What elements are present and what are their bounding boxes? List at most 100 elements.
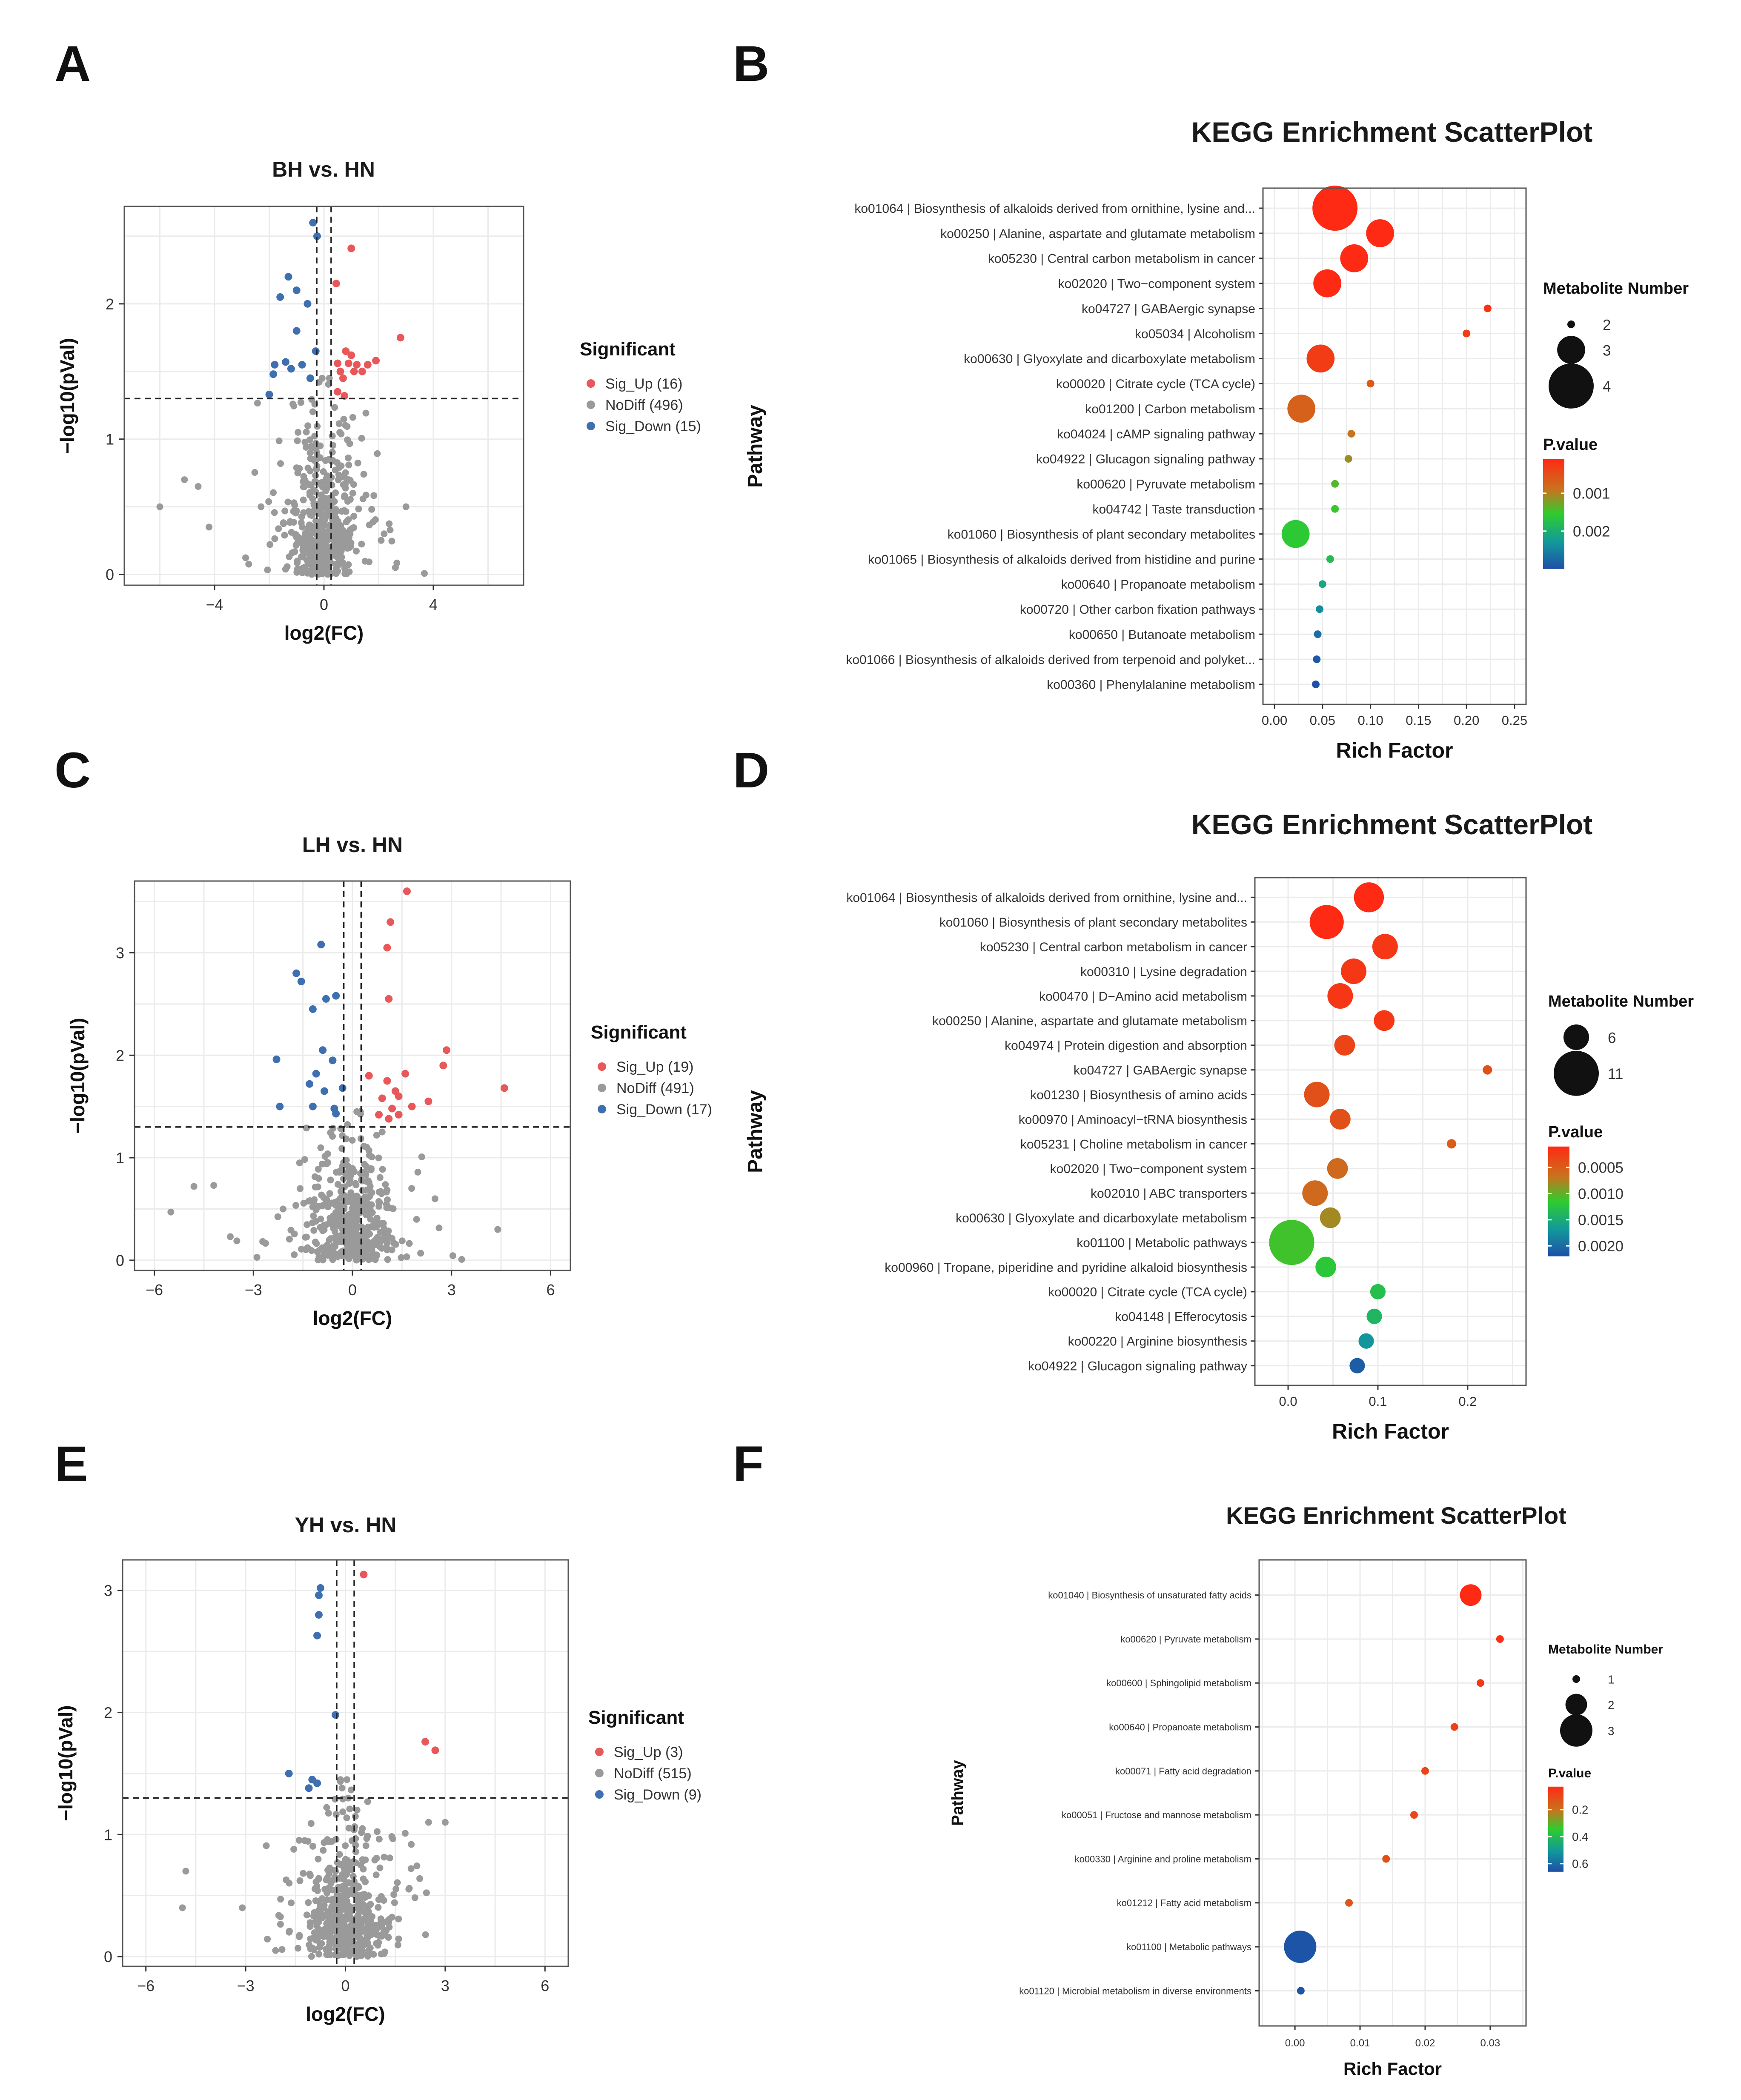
x-tick-label: 0.00: [1262, 713, 1287, 728]
chart-title: KEGG Enrichment ScatterPlot: [1191, 116, 1593, 148]
nodiff-point: [318, 1245, 325, 1252]
panel-label-D: D: [733, 742, 769, 798]
sig-down-point: [276, 1102, 284, 1110]
pathway-label: ko05231 | Choline metabolism in cancer: [1020, 1137, 1247, 1151]
nodiff-point: [389, 1205, 397, 1212]
nodiff-point: [298, 539, 306, 546]
nodiff-point: [352, 1182, 360, 1189]
nodiff-point: [315, 1256, 322, 1264]
nodiff-point: [167, 1208, 175, 1216]
nodiff-point: [338, 508, 346, 515]
nodiff-point: [417, 1250, 424, 1257]
sig-up-points: [332, 244, 404, 400]
nodiff-point: [381, 530, 388, 538]
nodiff-point: [342, 1903, 349, 1911]
x-axis-label: Rich Factor: [1332, 1419, 1449, 1443]
pathway-label: ko00640 | Propanoate metabolism: [1109, 1722, 1251, 1732]
nodiff-point: [367, 1216, 374, 1223]
nodiff-point: [328, 1913, 335, 1920]
nodiff-point: [326, 526, 333, 533]
pathway-point: [1450, 1723, 1458, 1731]
x-tick-label: 0: [348, 1281, 357, 1299]
nodiff-point: [353, 1256, 360, 1264]
nodiff-point: [226, 1233, 234, 1240]
nodiff-point: [325, 1870, 332, 1877]
nodiff-point: [366, 1179, 373, 1186]
nodiff-point: [326, 1951, 334, 1958]
nodiff-point: [367, 1205, 374, 1213]
nodiff-point: [369, 1913, 376, 1920]
color-legend-title: P.value: [1543, 436, 1598, 454]
nodiff-point: [332, 1796, 339, 1803]
nodiff-point: [195, 483, 202, 490]
nodiff-point: [355, 1883, 362, 1890]
sig-down-point: [309, 1102, 317, 1110]
pathway-point: [1302, 1180, 1328, 1206]
sig-down-point: [309, 219, 317, 227]
nodiff-point: [379, 1166, 386, 1173]
nodiff-point: [355, 505, 362, 512]
x-axis-label: Rich Factor: [1336, 738, 1453, 762]
x-tick-label: 0.2: [1458, 1394, 1477, 1409]
nodiff-point: [386, 1923, 393, 1931]
nodiff-point: [283, 563, 291, 570]
sig-down-point: [265, 390, 273, 398]
volcano-plot-E: −6 −3 0 3 6 0 1 2 3 YH vs. HN log2(FC) −log10(pVal)…: [54, 1513, 702, 2025]
pathway-label: ko00650 | Butanoate metabolism: [1069, 628, 1255, 642]
nodiff-point: [384, 1196, 391, 1203]
enrichment-plot-B: ko01064 | Biosynthesis of alkaloids deri…: [744, 116, 1689, 762]
nodiff-point: [375, 1154, 382, 1162]
sig-down-point: [304, 300, 312, 308]
pathway-point: [1331, 480, 1339, 488]
pathway-point: [1358, 1333, 1374, 1349]
panel-label-A: A: [54, 36, 91, 92]
nodiff-point: [339, 1132, 346, 1139]
legend-title: Significant: [580, 339, 676, 360]
nodiff-point: [341, 1865, 348, 1872]
nodiff-point: [394, 1941, 401, 1948]
pathway-label: ko01064 | Biosynthesis of alkaloids deri…: [846, 891, 1247, 905]
pathway-label: ko04727 | GABAergic synapse: [1074, 1064, 1247, 1078]
nodiff-point: [382, 1181, 389, 1188]
nodiff-point: [274, 1213, 281, 1220]
nodiff-point: [370, 1951, 377, 1958]
sig-up-point: [350, 367, 358, 375]
nodiff-point: [346, 526, 354, 533]
nodiff-point: [298, 513, 305, 521]
x-tick-label: 3: [447, 1281, 456, 1299]
pathway-point: [1374, 1010, 1395, 1031]
nodiff-point: [350, 512, 358, 520]
size-legend-key: [1563, 1024, 1589, 1050]
nodiff-point: [332, 466, 339, 474]
nodiff-point: [388, 1246, 395, 1253]
legend-key: [587, 401, 595, 409]
nodiff-point: [339, 1163, 346, 1170]
nodiff-point: [357, 1110, 364, 1118]
nodiff-point: [325, 1247, 332, 1254]
size-legend-key: [1572, 1675, 1580, 1683]
sig-up-point: [372, 357, 380, 365]
nodiff-point: [358, 1177, 366, 1184]
nodiff-point: [312, 1183, 319, 1190]
nodiff-point: [349, 1136, 356, 1144]
nodiff-point: [333, 561, 340, 568]
nodiff-points: [156, 375, 428, 578]
legend-label: Sig_Down (17): [616, 1101, 712, 1118]
nodiff-point: [280, 520, 287, 527]
threshold-lines: [123, 1560, 568, 1966]
pathway-point: [1496, 1635, 1504, 1643]
x-tick-label: 0.03: [1480, 2037, 1500, 2049]
nodiff-point: [344, 498, 351, 505]
nodiff-point: [378, 537, 385, 544]
volcano-plot-A: −4 0 4 0 1 2 BH vs. HN log2(FC) −log10(pVal) Sign…: [56, 157, 701, 644]
legend-key: [598, 1084, 606, 1092]
sig-down-point: [317, 941, 325, 949]
y-tick-label: 0: [104, 1948, 112, 1966]
sig-up-point: [334, 359, 342, 367]
nodiff-point: [349, 1193, 356, 1201]
sig-up-point: [336, 367, 344, 375]
x-tick-label: 6: [541, 1977, 549, 1994]
pathway-label: ko01120 | Microbial metabolism in divers…: [1019, 1986, 1251, 1996]
chart-title: KEGG Enrichment ScatterPlot: [1226, 1502, 1566, 1529]
nodiff-point: [377, 1188, 384, 1195]
